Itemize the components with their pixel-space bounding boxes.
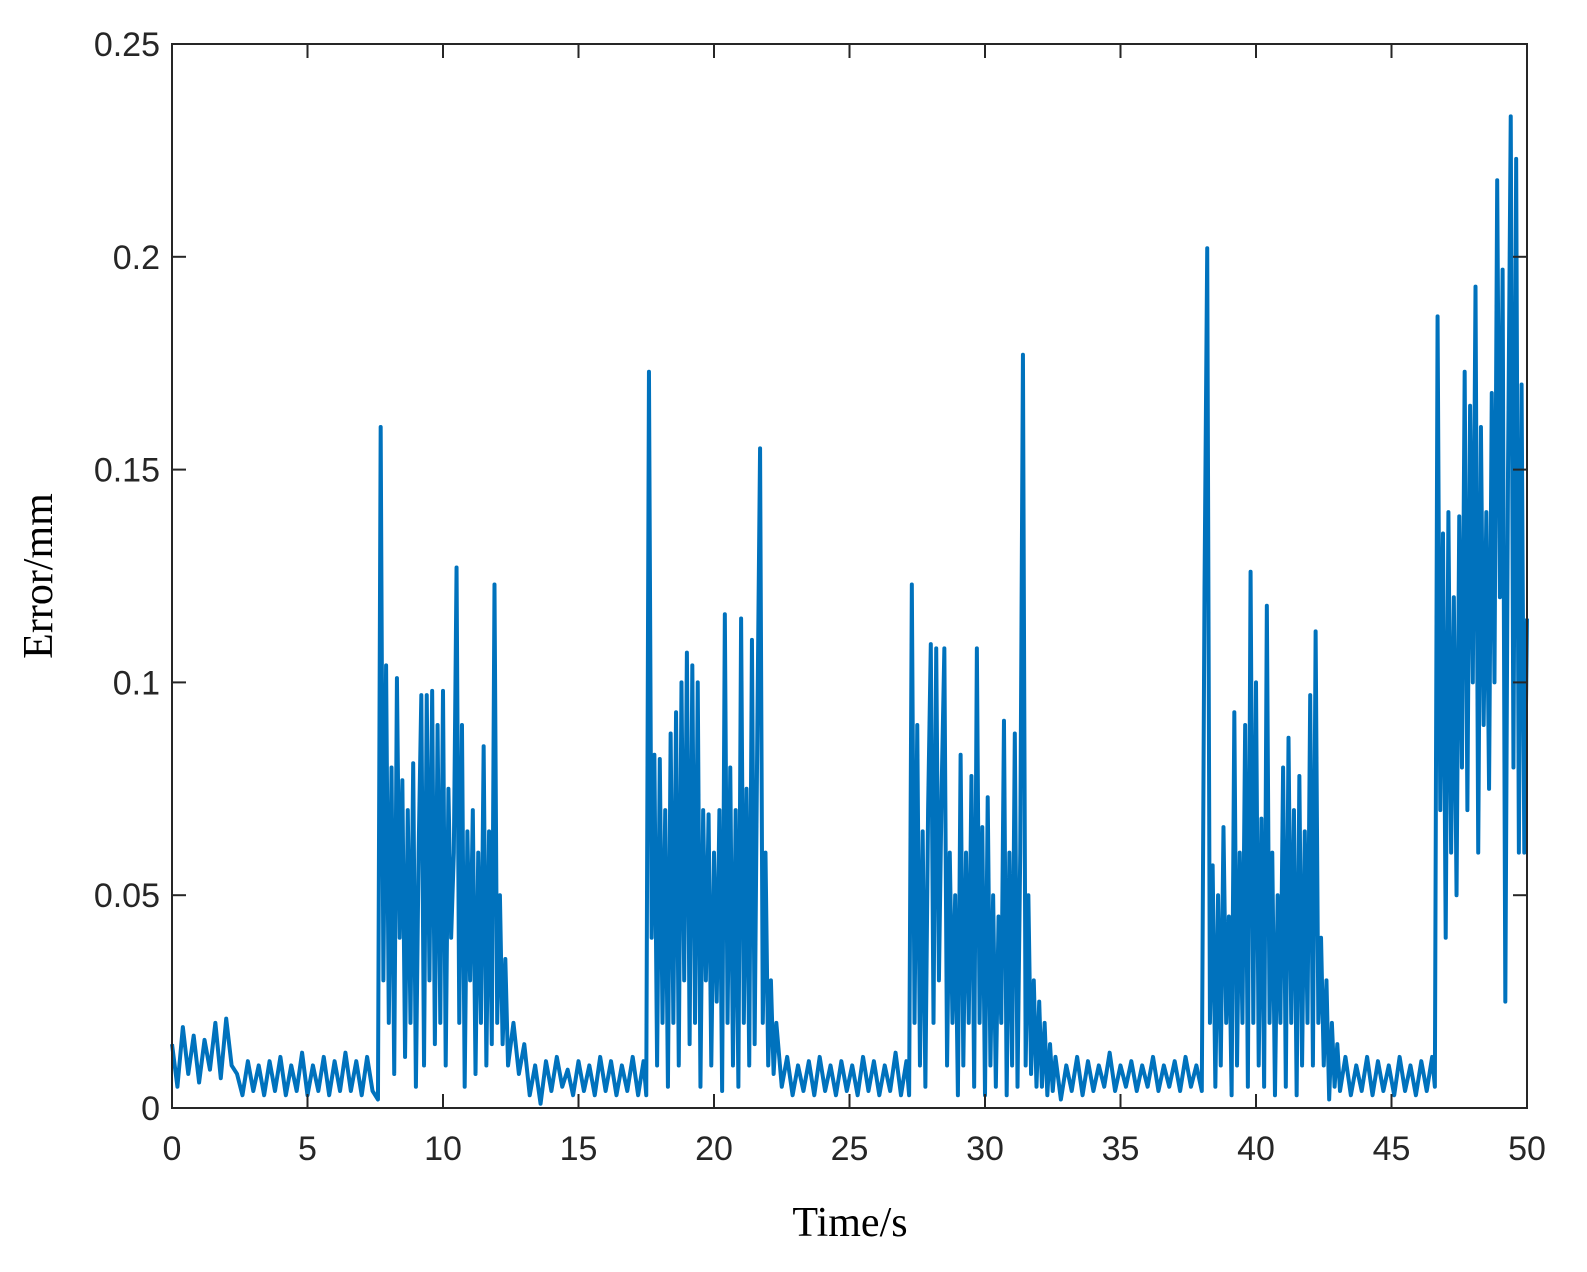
x-axis-label: Time/s	[792, 1200, 907, 1246]
data-line	[170, 114, 1529, 1106]
x-tick-label: 10	[424, 1130, 462, 1168]
y-tick-label: 0.25	[94, 26, 160, 64]
x-tick-label: 5	[298, 1130, 317, 1168]
x-tick-label: 40	[1237, 1130, 1275, 1168]
plot-frame	[171, 43, 1528, 1109]
x-tick-label: 20	[695, 1130, 733, 1168]
y-tick-label: 0.2	[113, 239, 160, 277]
x-tick-label: 15	[560, 1130, 598, 1168]
x-tick-label: 50	[1508, 1130, 1546, 1168]
y-tick-label: 0.05	[94, 877, 160, 915]
x-tick-label: 30	[966, 1130, 1004, 1168]
y-tick-label: 0.15	[94, 452, 160, 490]
y-tick-label: 0	[141, 1090, 160, 1128]
x-tick-label: 45	[1373, 1130, 1411, 1168]
y-axis-label: Error/mm	[16, 493, 62, 659]
y-tick-label: 0.1	[113, 664, 160, 702]
x-tick-label: 35	[1102, 1130, 1140, 1168]
x-tick-label: 0	[163, 1130, 182, 1168]
x-tick-label: 25	[831, 1130, 869, 1168]
